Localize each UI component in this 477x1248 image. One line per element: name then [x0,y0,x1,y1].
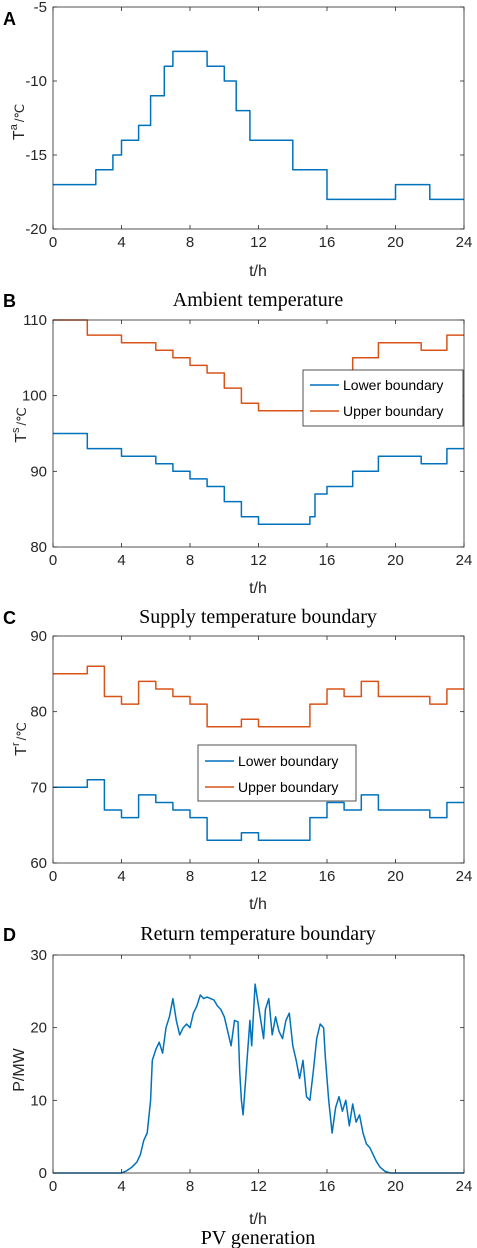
panel-b-ytick-label: 80 [30,539,47,556]
panel-b-series-lower-boundary [53,432,464,526]
panel-a-ytick-label: -10 [25,73,47,90]
panel-c-ylabel-unit: /℃ [14,722,29,740]
panel-b-legend-lower: Lower boundary [343,377,443,393]
panel-b-xlabel: t/h [249,580,267,597]
panel-b-xtick-label: 16 [319,552,336,569]
panel-c-legend: Lower boundary Upper boundary [197,744,357,802]
panel-a-series-line [53,50,464,201]
panel-c-xtick-label: 8 [186,868,194,885]
panel-b-caption: Supply temperature boundary [139,606,377,628]
panel-b-axes-box [52,319,465,548]
panel-d-xtick-label: 0 [49,1178,57,1195]
panel-b-xtick-label: 24 [456,552,473,569]
panel-a-ytick-label: -20 [25,221,47,238]
panel-c-ytick-label: 60 [30,855,47,872]
panel-a-xtick-label: 0 [49,234,57,251]
panel-b-xtick-label: 4 [117,552,125,569]
panel-d-xtick-label: 8 [186,1178,194,1195]
panel-b-ylabel-sup: s [10,427,22,433]
panel-a-ylabel-sup: a [8,123,20,130]
panel-c-series-upper-boundary [53,665,464,728]
panel-a-ylabel-main: T [11,130,28,140]
panel-c-caption: Return temperature boundary [140,923,375,945]
panel-d: D 0 4 8 12 16 20 24 0 10 20 30 t/h P/MW PV generat… [3,925,472,1248]
panel-c-xtick-label: 24 [456,868,473,885]
panel-b-label: B [3,291,16,311]
panel-b: B 0 4 8 12 16 20 24 80 90 100 110 Lower boundary U… [3,291,472,628]
panel-b-legend: Lower boundary Upper boundary [302,369,464,427]
panel-c-xtick-label: 12 [250,868,267,885]
panel-a-xtick-label: 16 [319,234,336,251]
panel-c-xtick-label: 20 [387,868,404,885]
panel-a-xtick-label: 12 [250,234,267,251]
panel-c-ytick-label: 70 [30,779,47,796]
panel-b-ylabel-main: T [13,433,30,443]
panel-b-xtick-label: 0 [49,552,57,569]
panel-a-caption: Ambient temperature [173,289,344,311]
panel-b-xtick-label: 8 [186,552,194,569]
panel-c-xlabel: t/h [249,896,267,913]
panel-c-ytick-label: 80 [30,704,47,721]
panel-d-series-line [53,983,464,1174]
panel-c-label: C [3,608,16,628]
panel-d-ytick-label: 30 [30,947,47,964]
panel-a-ytick-label: -5 [34,0,47,16]
panel-a-label: A [3,9,16,29]
panel-b-ytick-label: 110 [23,312,47,329]
panel-d-xlabel: t/h [249,1211,267,1228]
panel-b-plot: 0 4 8 12 16 20 24 80 90 100 110 [22,312,472,569]
panel-d-plot: 0 4 8 12 16 20 24 0 10 20 30 [30,947,472,1195]
panel-a-xtick-label: 20 [387,234,404,251]
panel-c-xtick-label: 16 [319,868,336,885]
panel-a-ylabel-unit: /℃ [12,104,27,122]
panel-d-ytick-label: 0 [39,1165,47,1182]
panel-d-xtick-label: 16 [319,1178,336,1195]
panel-b-ytick-label: 100 [22,388,47,405]
panel-d-axes-box [52,954,465,1174]
panel-b-ylabel-unit: /℃ [14,407,29,425]
panel-b-ylabel: Ts /℃ [10,407,30,443]
panel-a-ytick-label: -15 [25,147,47,164]
panel-a-xtick-label: 24 [456,234,473,251]
panel-b-xtick-label: 20 [387,552,404,569]
panel-b-series-upper-boundary [53,319,464,412]
panel-a-plot: 0 4 8 12 16 20 24 -20 -15 -10 -5 [25,0,472,251]
panel-d-xtick-label: 4 [117,1178,125,1195]
panel-c-ytick-label: 90 [30,628,47,645]
panel-b-xtick-label: 12 [250,552,267,569]
panel-c-xtick-label: 0 [49,868,57,885]
panel-a: A 0 4 8 12 16 20 24 -20 -15 -10 -5 t/h Ta/℃ Ambien… [3,0,472,311]
panel-c-plot: 0 4 8 12 16 20 24 60 70 80 90 [30,628,472,885]
panel-d-caption: PV generation [201,1227,316,1248]
panel-d-xtick-label: 12 [250,1178,267,1195]
panel-d-xtick-label: 20 [387,1178,404,1195]
panel-c-series-lower-boundary [53,779,464,842]
panel-d-label: D [3,925,16,945]
panel-b-ytick-label: 90 [30,463,47,480]
panel-d-ytick-label: 20 [30,1020,47,1037]
panel-b-legend-upper: Upper boundary [343,403,443,419]
panel-c-ylabel: Tr /℃ [10,722,30,756]
panel-a-xtick-label: 4 [117,234,125,251]
panel-c-xtick-label: 4 [117,868,125,885]
panel-a-ylabel: Ta/℃ [8,104,28,140]
panel-a-xtick-label: 8 [186,234,194,251]
panel-c-ylabel-sup: r [10,742,22,746]
panel-d-xtick-label: 24 [456,1178,473,1195]
panel-c-legend-lower: Lower boundary [238,753,338,769]
panel-a-axes-box [52,6,465,230]
panel-c-legend-upper: Upper boundary [238,779,338,795]
panel-d-ytick-label: 10 [30,1092,47,1109]
panel-c-ylabel-main: T [13,746,30,756]
panel-c: C 0 4 8 12 16 20 24 60 70 80 90 Lower boundary Upp… [3,608,472,945]
panel-d-ylabel: P/MW [11,1047,28,1091]
panel-a-xlabel: t/h [249,263,267,280]
